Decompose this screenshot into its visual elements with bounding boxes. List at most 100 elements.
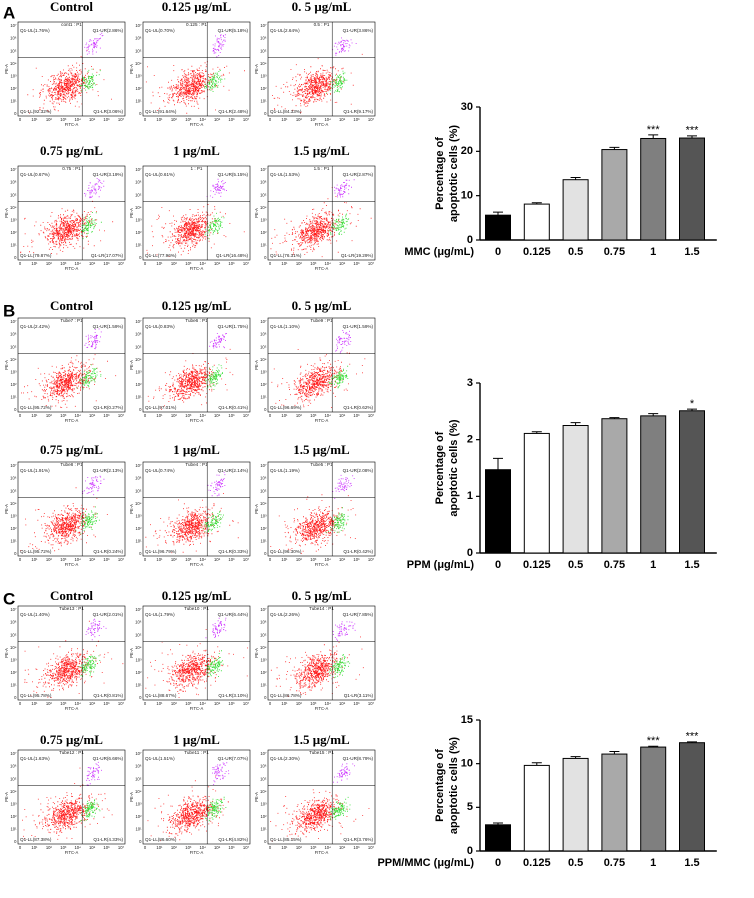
plot-frame [267, 317, 376, 413]
error-bar [493, 822, 503, 825]
flow-x-label: FITC-A [190, 122, 204, 127]
event-dots [290, 66, 343, 113]
flow-x-label: FITC-A [65, 562, 79, 567]
panel-label: B [3, 301, 15, 320]
flow-plot: Tube9 : P1 Q1-UL(1.10%) Q1-UR(1.59%) Q1-LL(… [254, 317, 376, 423]
flow-plot: Tube12 : P1 Q1-UL(1.63%) Q1-UR(6.66%) Q1-LL… [4, 749, 126, 855]
plot-frame [17, 165, 126, 261]
flow-x-label: FITC-A [315, 418, 329, 423]
error-bar [648, 134, 659, 139]
flow-x-tick: 10³ [185, 701, 192, 706]
flow-y-label: PE-A [254, 792, 259, 802]
flow-y-tick: 0 [139, 551, 142, 556]
flow-y-tick: 0 [264, 255, 267, 260]
plot-title: 1 μg/mL [173, 442, 220, 457]
flow-plot: Tube5 : P1 Q1-UL(1.19%) Q1-UR(2.08%) Q1-LL(… [254, 461, 376, 567]
quadrant-label: Q1-LR(9.17%) [343, 109, 373, 114]
quadrant-label: Q1-UL(1.51%) [145, 756, 175, 761]
flow-x-label: FITC-A [315, 266, 329, 271]
flow-y-tick: 10¹ [260, 683, 267, 688]
y-tick-label: 2 [467, 434, 473, 446]
plot-subtitle: Tube11 : P1 [184, 750, 209, 755]
flow-y-tick: 10³ [135, 657, 142, 662]
flow-y-tick: 10⁵ [10, 632, 17, 637]
flow-y-label: PE-A [129, 64, 134, 74]
quadrant-label: Q1-UL(1.76%) [20, 28, 50, 33]
flow-y-tick: 10⁵ [10, 344, 17, 349]
flow-x-tick: 10³ [60, 413, 67, 418]
event-dots [204, 212, 225, 240]
flow-y-tick: 10⁵ [135, 48, 142, 53]
flow-x-label: FITC-A [65, 850, 79, 855]
quadrant-label: Q1-LR(0.62%) [343, 405, 373, 410]
flow-y-tick: 10⁶ [135, 36, 142, 41]
flow-x-tick: 10² [296, 117, 303, 122]
quadrant-label: Q1-LL(91.64%) [145, 109, 177, 114]
flow-y-tick: 10² [10, 86, 17, 91]
flow-y-tick: 0 [139, 111, 142, 116]
flow-x-tick: 10⁴ [74, 413, 81, 418]
flow-y-tick: 10¹ [135, 243, 142, 248]
plot-frame [142, 749, 251, 845]
bar [679, 410, 705, 554]
flow-y-tick: 10⁴ [260, 789, 267, 794]
event-dots [332, 474, 355, 499]
flow-y-tick: 10³ [10, 73, 17, 78]
flow-plot: Tube8 : P1 Q1-UL(1.91%) Q1-UR(2.13%) Q1-LL(… [4, 461, 126, 567]
y-tick-label: 5 [467, 801, 473, 813]
plot-subtitle: Tube10 : P1 [184, 606, 209, 611]
flow-x-tick: 10⁴ [199, 845, 206, 850]
bar [485, 214, 511, 241]
error-bar [609, 417, 620, 419]
quadrant-label: Q1-LR(2.48%) [218, 109, 248, 114]
flow-x-tick: 0 [144, 845, 147, 850]
flow-x-tick: 10⁵ [214, 845, 221, 850]
flow-x-tick: 10⁵ [339, 845, 346, 850]
flow-y-tick: 10² [260, 86, 267, 91]
quadrant-label: Q1-UR(2.08%) [343, 468, 374, 473]
flow-x-tick: 10⁵ [339, 261, 346, 266]
flow-x-label: FITC-A [190, 706, 204, 711]
panel-label: A [3, 3, 15, 22]
flow-x-tick: 10² [46, 701, 53, 706]
flow-y-tick: 10⁷ [260, 319, 267, 324]
flow-x-tick: 10⁴ [74, 701, 81, 706]
x-tick-label: 0.5 [568, 559, 583, 571]
flow-x-tick: 10³ [60, 701, 67, 706]
flow-y-tick: 10² [10, 670, 17, 675]
flow-x-label: FITC-A [190, 266, 204, 271]
plot-subtitle: Tube8 : P1 [60, 462, 83, 467]
event-dots [76, 364, 102, 390]
flow-plot: 0.75 : P1 Q1-UL(0.67%) Q1-UR(3.19%) Q1-LL(7… [4, 165, 126, 271]
flow-y-tick: 0 [14, 111, 17, 116]
flow-y-label: PE-A [129, 792, 134, 802]
quadrant-label: Q1-UR(6.66%) [93, 756, 124, 761]
significance-label: *** [647, 735, 661, 747]
error-bar [493, 457, 503, 470]
flow-x-tick: 10⁶ [353, 413, 360, 418]
quadrant-label: Q1-UL(1.10%) [270, 324, 300, 329]
y-tick-label: 30 [461, 101, 473, 113]
flow-y-tick: 0 [139, 839, 142, 844]
plot-subtitle: 1 : P1 [190, 166, 202, 171]
flow-y-tick: 10³ [10, 513, 17, 518]
flow-x-tick: 10⁴ [74, 261, 81, 266]
flow-y-tick: 10⁶ [10, 180, 17, 185]
plot-subtitle: Tube13 : P1 [59, 606, 84, 611]
flow-x-tick: 10⁶ [103, 413, 110, 418]
quadrant-label: Q1-LL(86.60%) [145, 837, 177, 842]
flow-x-tick: 10⁶ [353, 701, 360, 706]
flow-y-tick: 10³ [135, 801, 142, 806]
flow-x-tick: 10⁴ [324, 261, 331, 266]
flow-y-tick: 10⁷ [135, 607, 142, 612]
flow-x-tick: 10⁶ [353, 845, 360, 850]
event-dots [209, 333, 227, 349]
flow-plot: Tube14 : P1 Q1-UL(2.26%) Q1-UR(7.85%) Q1-LL… [254, 605, 376, 711]
flow-y-tick: 10⁵ [10, 192, 17, 197]
flow-x-tick: 10³ [185, 845, 192, 850]
flow-x-tick: 10² [296, 845, 303, 850]
plot-title: 1 μg/mL [173, 143, 220, 158]
flow-y-tick: 0 [14, 839, 17, 844]
flow-x-tick: 10⁷ [118, 845, 125, 850]
error-bar [648, 745, 659, 748]
